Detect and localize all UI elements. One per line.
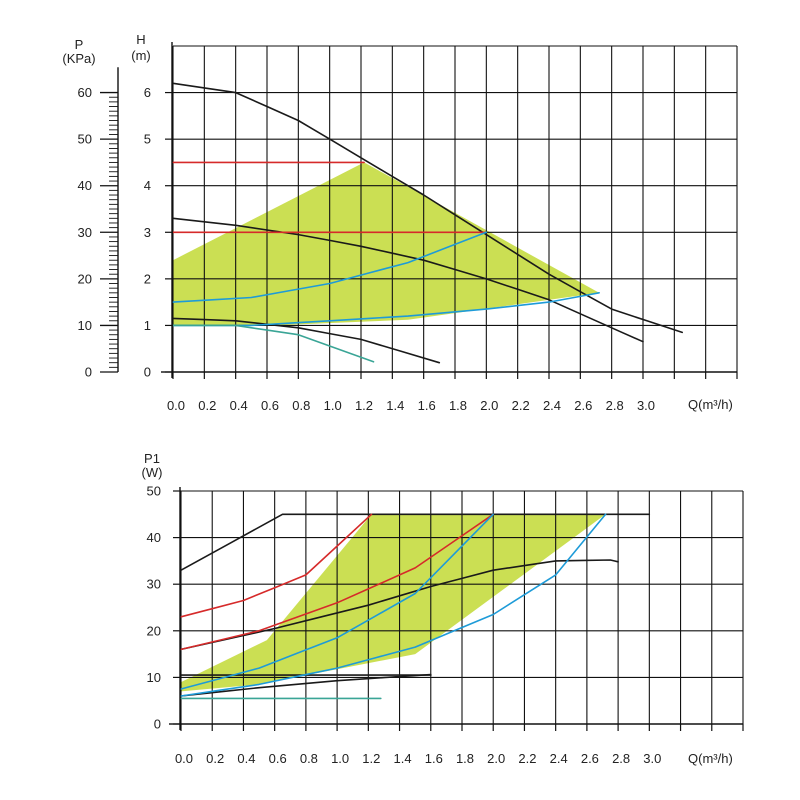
head-y-tick-label: 1 bbox=[144, 318, 151, 333]
head-y-tick-label: 5 bbox=[144, 132, 151, 147]
head-y-tick-label: 0 bbox=[144, 365, 151, 380]
head-axis-unit: (m) bbox=[131, 48, 151, 63]
head-pressure-tick-label: 10 bbox=[78, 318, 92, 333]
power-x-tick-label: 0.0 bbox=[175, 751, 193, 766]
head-grid bbox=[172, 45, 738, 373]
power-chart: 0 10 20 30 40 50 0.0 0.2 0.4 0.6 0.8 1.0 1.2 1.4 1.6 1.… bbox=[142, 451, 744, 766]
head-x-tick-label: 0.8 bbox=[292, 398, 310, 413]
power-operating-region bbox=[181, 514, 606, 692]
head-axes: 0 1 2 3 4 5 6 0.0 0.2 0.4 0.6 0.8 1.0 1.2 1.4 1.6 1.8 2.0… bbox=[78, 42, 738, 413]
head-pressure-tick-label: 60 bbox=[78, 85, 92, 100]
head-axis-label: H bbox=[136, 32, 145, 47]
head-x-tick-label: 1.0 bbox=[324, 398, 342, 413]
power-x-tick-label: 3.0 bbox=[643, 751, 661, 766]
power-axis-label: P1 bbox=[144, 451, 160, 466]
head-x-tick-label: 3.0 bbox=[637, 398, 655, 413]
head-series-black-2 bbox=[172, 317, 441, 364]
pressure-axis-unit: (KPa) bbox=[62, 51, 95, 66]
power-axis-unit: (W) bbox=[142, 465, 163, 480]
power-x-tick-label: 2.4 bbox=[550, 751, 568, 766]
head-series-blue-5 bbox=[172, 231, 488, 303]
power-x-axis-label: Q(m³/h) bbox=[688, 751, 733, 766]
head-operating-region-layer bbox=[173, 162, 600, 326]
power-series-blue-6 bbox=[180, 513, 494, 690]
power-x-tick-label: 0.4 bbox=[237, 751, 255, 766]
head-x-tick-label: 0.6 bbox=[261, 398, 279, 413]
power-series-black-0 bbox=[180, 513, 651, 571]
head-x-tick-label: 1.8 bbox=[449, 398, 467, 413]
head-x-tick-label: 1.4 bbox=[386, 398, 404, 413]
power-y-tick-label: 50 bbox=[147, 484, 161, 499]
power-x-tick-label: 1.8 bbox=[456, 751, 474, 766]
head-operating-region bbox=[173, 162, 600, 326]
head-y-tick-label: 4 bbox=[144, 178, 151, 193]
power-series-black-1 bbox=[180, 559, 619, 651]
head-x-tick-label: 1.2 bbox=[355, 398, 373, 413]
head-series-black-1 bbox=[172, 217, 644, 343]
power-x-tick-label: 0.6 bbox=[269, 751, 287, 766]
power-x-tick-label: 2.0 bbox=[487, 751, 505, 766]
power-operating-region-layer bbox=[181, 514, 606, 692]
power-x-tick-label: 1.2 bbox=[362, 751, 380, 766]
head-x-tick-label: 2.6 bbox=[574, 398, 592, 413]
power-x-tick-label: 0.2 bbox=[206, 751, 224, 766]
power-x-tick-label: 0.8 bbox=[300, 751, 318, 766]
power-y-tick-label: 10 bbox=[147, 670, 161, 685]
head-x-tick-label: 2.4 bbox=[543, 398, 561, 413]
head-pressure-tick-label: 0 bbox=[85, 365, 92, 380]
pressure-axis-label: P bbox=[75, 37, 84, 52]
head-y-tick-label: 2 bbox=[144, 271, 151, 286]
power-y-tick-label: 20 bbox=[147, 623, 161, 638]
power-y-tick-label: 30 bbox=[147, 577, 161, 592]
head-series-black-0 bbox=[172, 82, 683, 334]
head-series-teal-7 bbox=[172, 324, 375, 363]
head-y-tick-label: 6 bbox=[144, 85, 151, 100]
head-x-tick-label: 0.0 bbox=[167, 398, 185, 413]
head-y-tick-label: 3 bbox=[144, 225, 151, 240]
power-axes: 0 10 20 30 40 50 0.0 0.2 0.4 0.6 0.8 1.0 1.2 1.4 1.6 1.… bbox=[147, 484, 744, 766]
power-x-tick-label: 1.4 bbox=[394, 751, 412, 766]
power-series-red-5 bbox=[180, 513, 494, 651]
head-pressure-tick-label: 20 bbox=[78, 271, 92, 286]
power-y-tick-label: 40 bbox=[147, 530, 161, 545]
head-pressure-tick-label: 40 bbox=[78, 178, 92, 193]
head-chart: 0 1 2 3 4 5 6 0.0 0.2 0.4 0.6 0.8 1.0 1.2 1.4 1.6 1.8 2.0… bbox=[62, 32, 738, 413]
power-y-tick-label: 0 bbox=[154, 717, 161, 732]
power-series-layer bbox=[180, 513, 651, 700]
power-x-tick-label: 2.2 bbox=[518, 751, 536, 766]
head-x-axis-label: Q(m³/h) bbox=[688, 397, 733, 412]
power-series-blue-7 bbox=[180, 513, 607, 697]
power-grid bbox=[180, 490, 744, 725]
power-x-tick-label: 2.6 bbox=[581, 751, 599, 766]
head-x-tick-label: 0.2 bbox=[198, 398, 216, 413]
head-pressure-tick-label: 50 bbox=[78, 132, 92, 147]
power-series-red-4 bbox=[180, 513, 373, 618]
head-x-tick-label: 2.0 bbox=[480, 398, 498, 413]
power-x-tick-label: 1.6 bbox=[425, 751, 443, 766]
head-x-tick-label: 2.8 bbox=[606, 398, 624, 413]
head-x-tick-label: 2.2 bbox=[512, 398, 530, 413]
head-x-tick-label: 1.6 bbox=[418, 398, 436, 413]
head-series-blue-6 bbox=[172, 292, 600, 327]
head-x-tick-label: 0.4 bbox=[230, 398, 248, 413]
power-x-tick-label: 1.0 bbox=[331, 751, 349, 766]
head-pressure-tick-label: 30 bbox=[78, 225, 92, 240]
power-x-tick-label: 2.8 bbox=[612, 751, 630, 766]
head-series-layer bbox=[172, 82, 683, 364]
